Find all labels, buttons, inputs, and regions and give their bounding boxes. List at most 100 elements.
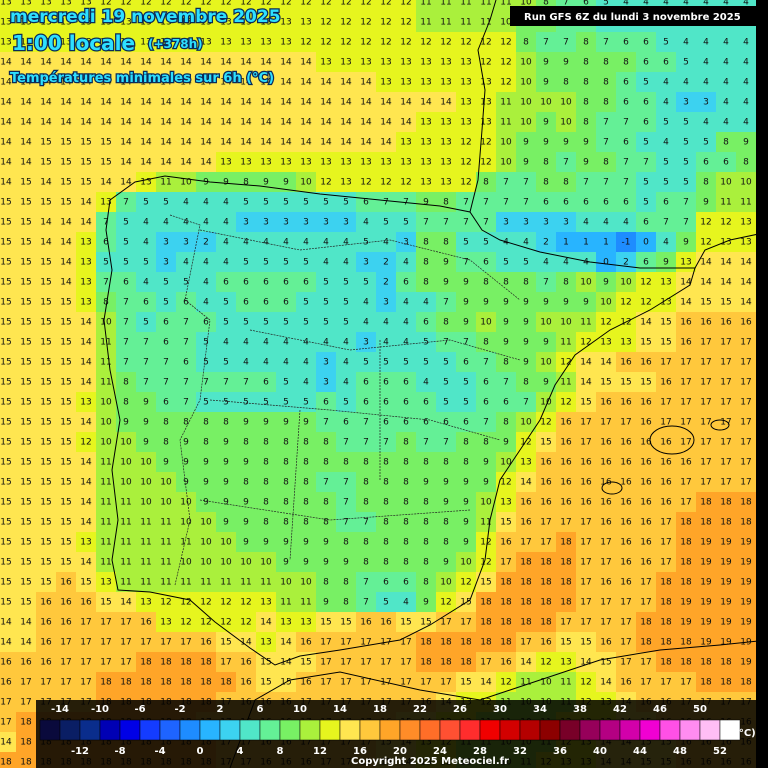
grid-value: 10 — [140, 498, 152, 508]
field-cell — [656, 232, 676, 252]
grid-value: 17 — [320, 678, 331, 688]
grid-value: 17 — [520, 638, 531, 648]
grid-value: 7 — [543, 278, 549, 288]
field-cell — [456, 52, 476, 72]
grid-value: 14 — [580, 358, 592, 368]
field-cell — [696, 152, 716, 172]
grid-value: 4 — [703, 38, 709, 48]
field-cell — [636, 32, 656, 52]
grid-value: 15 — [60, 418, 71, 428]
field-cell — [636, 232, 656, 252]
grid-value: 5 — [663, 38, 669, 48]
grid-value: 17 — [0, 698, 11, 708]
grid-value: 8 — [243, 478, 249, 488]
field-cell — [496, 32, 516, 52]
grid-value: 9 — [243, 418, 249, 428]
field-cell — [636, 52, 656, 72]
field-cell — [556, 52, 576, 72]
grid-value: 16 — [600, 398, 612, 408]
grid-value: 6 — [163, 338, 169, 348]
grid-value: 16 — [500, 538, 512, 548]
grid-value: 18 — [180, 678, 192, 688]
grid-value: 14 — [120, 98, 132, 108]
field-cell — [716, 152, 736, 172]
field-cell — [276, 152, 296, 172]
grid-value: 14 — [380, 98, 392, 108]
grid-value: 13 — [460, 58, 471, 68]
grid-value: 14 — [260, 618, 272, 628]
grid-value: 7 — [683, 218, 689, 228]
grid-value: 8 — [223, 418, 229, 428]
grid-value: 6 — [403, 278, 409, 288]
grid-value: 18 — [660, 658, 672, 668]
field-cell — [516, 132, 536, 152]
grid-value: 8 — [743, 158, 749, 168]
field-cell — [316, 252, 336, 272]
grid-value: 3 — [683, 98, 689, 108]
field-cell — [56, 272, 76, 292]
field-cell — [716, 192, 736, 212]
field-cell — [96, 172, 116, 192]
grid-value: 18 — [20, 738, 32, 748]
grid-value: 12 — [460, 578, 471, 588]
grid-value: 17 — [60, 658, 71, 668]
grid-value: 16 — [680, 318, 692, 328]
field-cell — [116, 112, 136, 132]
field-cell — [656, 252, 676, 272]
grid-value: 16 — [540, 478, 552, 488]
grid-value: 10 — [120, 458, 132, 468]
grid-value: 17 — [740, 398, 751, 408]
grid-value: 15 — [660, 338, 671, 348]
grid-value: 11 — [140, 578, 151, 588]
grid-value: 4 — [143, 278, 149, 288]
field-cell — [576, 52, 596, 72]
field-cell — [596, 52, 616, 72]
grid-value: 8 — [443, 198, 449, 208]
colorbar-upper-label: -2 — [174, 704, 185, 715]
colorbar-block — [199, 719, 221, 741]
field-cell — [96, 52, 116, 72]
grid-value: 8 — [483, 178, 489, 188]
colorbar-lower-label: 32 — [513, 746, 527, 757]
grid-value: 7 — [583, 178, 589, 188]
grid-value: 7 — [443, 438, 449, 448]
field-cell — [316, 52, 336, 72]
grid-value: 18 — [200, 678, 212, 688]
grid-value: 18 — [660, 578, 672, 588]
grid-value: 16 — [20, 658, 32, 668]
grid-value: 12 — [320, 18, 331, 28]
grid-value: 14 — [280, 58, 292, 68]
grid-value: 10 — [440, 578, 452, 588]
field-cell — [576, 192, 596, 212]
grid-value: 14 — [600, 678, 612, 688]
grid-value: 9 — [463, 538, 469, 548]
grid-value: 11 — [300, 598, 311, 608]
colorbar-upper-label: 14 — [333, 704, 347, 715]
field-cell — [156, 112, 176, 132]
grid-value: 3 — [343, 218, 349, 228]
field-cell — [656, 92, 676, 112]
grid-value: 17 — [20, 698, 31, 708]
grid-value: 13 — [280, 38, 291, 48]
grid-value: 4 — [563, 258, 569, 268]
grid-value: 13 — [440, 78, 451, 88]
field-cell — [476, 192, 496, 212]
field-cell — [116, 52, 136, 72]
grid-value: 17 — [620, 638, 631, 648]
field-cell — [636, 172, 656, 192]
field-cell — [216, 92, 236, 112]
grid-value: 9 — [163, 458, 169, 468]
field-cell — [516, 52, 536, 72]
grid-value: 10 — [560, 118, 572, 128]
field-cell — [116, 152, 136, 172]
field-cell — [536, 72, 556, 92]
grid-value: 6 — [403, 398, 409, 408]
grid-value: 14 — [260, 138, 272, 148]
grid-value: 14 — [20, 98, 32, 108]
grid-value: 14 — [140, 58, 152, 68]
grid-value: 10 — [100, 398, 112, 408]
field-cell — [136, 12, 156, 32]
colorbar-lower-label: 12 — [313, 746, 327, 757]
grid-value: 12 — [400, 178, 411, 188]
grid-value: 8 — [403, 478, 409, 488]
